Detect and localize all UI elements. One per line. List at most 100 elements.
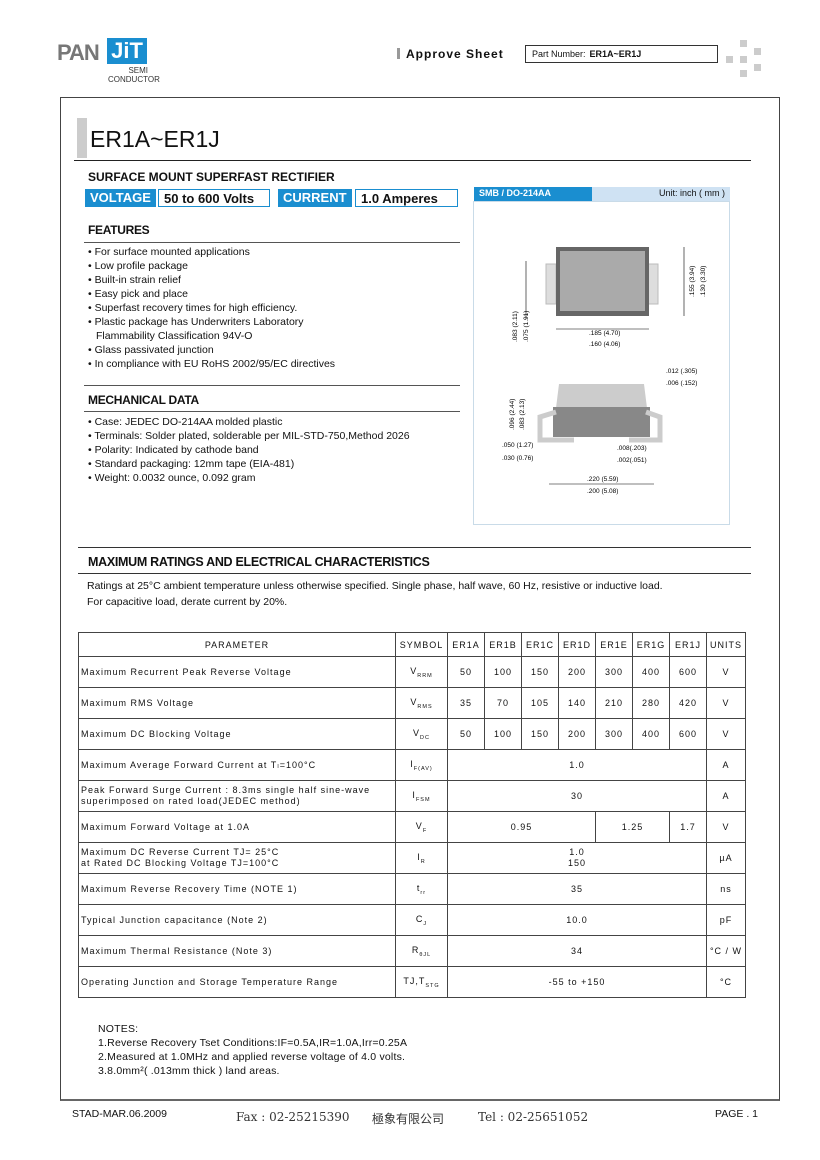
symbol-subscript: θJL — [419, 951, 432, 958]
dim-w2: .160 (4.06) — [589, 341, 620, 348]
voltage-value: 50 to 600 Volts — [158, 189, 270, 207]
parameter-cell: Maximum DC Reverse Current TJ= 25°C at R… — [78, 842, 396, 874]
divider — [84, 411, 460, 412]
column-header: ER1B — [484, 632, 522, 657]
column-header: SYMBOL — [395, 632, 448, 657]
page-title: ER1A~ER1J — [90, 126, 220, 152]
symbol-subscript: RRM — [417, 672, 433, 679]
value-cell: 150 — [521, 656, 559, 688]
dim-l1: .083 (2.11) — [512, 311, 519, 342]
symbol-subscript: RMS — [417, 703, 433, 710]
symbol-cell: RθJL — [395, 935, 448, 967]
value-cell: 1.0 — [447, 749, 707, 781]
parameter-cell: Maximum RMS Voltage — [78, 687, 396, 719]
mechanical-item: Weight: 0.0032 ounce, 0.092 gram — [88, 471, 410, 485]
table-row: Maximum DC Reverse Current TJ= 25°C at R… — [78, 842, 746, 874]
table-row: Maximum Average Forward Current at Tₗ=10… — [78, 749, 746, 781]
symbol-cell: VF — [395, 811, 448, 843]
column-header: PARAMETER — [78, 632, 396, 657]
unit-cell: µA — [706, 842, 746, 874]
symbol-subscript: F(AV) — [413, 765, 433, 772]
feature-item: Flammability Classification 94V-O — [96, 330, 253, 342]
unit-cell: V — [706, 811, 746, 843]
value-cell: 210 — [595, 687, 633, 719]
unit-cell: ns — [706, 873, 746, 905]
dim-f1: .050 (1.27) — [502, 442, 533, 449]
table-row: Maximum RMS Voltage VRMS 35 70 105 140 210 280 4… — [78, 687, 746, 719]
mechanical-item: Standard packaging: 12mm tape (EIA-481) — [88, 457, 410, 471]
note-1: 1.Reverse Recovery Tset Conditions:IF=0.… — [98, 1037, 408, 1049]
mechanical-item: Terminals: Solder plated, solderable per… — [88, 429, 409, 443]
table-row: Peak Forward Surge Current : 8.3ms singl… — [78, 780, 746, 812]
column-header: UNITS — [706, 632, 746, 657]
dim-o1: .220 (5.59) — [587, 476, 618, 483]
ratings-title: MAXIMUM RATINGS AND ELECTRICAL CHARACTER… — [88, 555, 430, 569]
divider — [78, 547, 751, 548]
table-header-row: PARAMETER SYMBOL ER1A ER1B ER1C ER1D ER1E ER1G E… — [78, 632, 746, 657]
ratings-table: PARAMETER SYMBOL ER1A ER1B ER1C ER1D ER1E ER1G E… — [78, 632, 746, 998]
dim-t2: .006 (.152) — [666, 380, 697, 387]
feature-item: For surface mounted applications — [88, 245, 335, 259]
divider — [84, 385, 460, 386]
symbol-cell: TJ,TSTG — [395, 966, 448, 998]
symbol-cell: VRRM — [395, 656, 448, 688]
dim-h2: .130 (3.30) — [700, 266, 707, 297]
dim-f2: .030 (0.76) — [502, 455, 533, 462]
symbol-cell: VDC — [395, 718, 448, 750]
note-3: 3.8.0mm²( .013mm thick ) land areas. — [98, 1065, 280, 1077]
ratings-note: Ratings at 25°C ambient temperature unle… — [87, 578, 663, 610]
symbol-main: V — [415, 820, 423, 831]
column-header: ER1C — [521, 632, 559, 657]
approve-sheet-label: Approve Sheet — [397, 47, 504, 61]
mechanical-item: Case: JEDEC DO-214AA molded plastic — [88, 415, 410, 429]
parameter-cell: Maximum DC Blocking Voltage — [78, 718, 396, 750]
unit-cell: pF — [706, 904, 746, 936]
column-header: ER1E — [595, 632, 633, 657]
value-cell: 50 — [447, 718, 485, 750]
ratings-line-2: For capacitive load, derate current by 2… — [87, 596, 288, 608]
unit-cell: V — [706, 687, 746, 719]
table-row: Maximum Reverse Recovery Time (NOTE 1) tr… — [78, 873, 746, 905]
notes-title: NOTES: — [98, 1023, 139, 1035]
value-cell: 50 — [447, 656, 485, 688]
symbol-subscript: R — [420, 858, 426, 865]
page-frame — [60, 97, 780, 1101]
logo-jit: JiT — [107, 38, 147, 64]
value-cell: 400 — [632, 656, 670, 688]
top-view: .185 (4.70) .160 (4.06) .155 (3.94) .130 (… — [512, 247, 707, 348]
mechanical-item: Polarity: Indicated by cathode band — [88, 443, 410, 457]
dim-t1: .012 (.305) — [666, 368, 697, 375]
table-row: Maximum DC Blocking Voltage VDC 50 100 150 20… — [78, 718, 746, 750]
column-header: ER1D — [558, 632, 596, 657]
symbol-cell: IR — [395, 842, 448, 874]
feature-item: Superfast recovery times for high effici… — [88, 301, 335, 315]
column-header: ER1A — [447, 632, 485, 657]
voltage-label: VOLTAGE — [85, 189, 156, 207]
symbol-subscript: F — [422, 827, 428, 834]
dim-s1: .096 (2.44) — [509, 399, 516, 430]
symbol-subscript: rr — [420, 889, 427, 896]
symbol-cell: IF(AV) — [395, 749, 448, 781]
dim-l2: .075 (1.91) — [523, 311, 530, 342]
title-accent — [77, 118, 87, 158]
table-row: Typical Junction capacitance (Note 2) CJ 1… — [78, 904, 746, 936]
value-cell: 1.25 — [595, 811, 670, 843]
feature-item: Glass passivated junction — [88, 343, 335, 357]
parameter-cell: Maximum Reverse Recovery Time (NOTE 1) — [78, 873, 396, 905]
telephone: Tel : 02-25651052 — [478, 1110, 589, 1124]
value-cell: 420 — [669, 687, 707, 719]
column-header: ER1J — [669, 632, 707, 657]
subtitle: SURFACE MOUNT SUPERFAST RECTIFIER — [88, 170, 335, 184]
value-cell: 280 — [632, 687, 670, 719]
divider — [84, 242, 460, 243]
feature-item: Low profile package — [88, 259, 335, 273]
value-cell: 30 — [447, 780, 707, 812]
symbol-main: t — [416, 882, 421, 893]
value-cell: 200 — [558, 656, 596, 688]
dim-h1: .155 (3.94) — [689, 266, 696, 297]
package-outline-svg: .185 (4.70) .160 (4.06) .155 (3.94) .130 (… — [502, 247, 707, 495]
part-number-box: Part Number: ER1A~ER1J — [525, 45, 718, 63]
side-view: .012 (.305) .006 (.152) .096 (2.44) .083 (… — [502, 368, 697, 495]
dim-w1: .185 (4.70) — [589, 330, 620, 337]
part-number-label: Part Number: — [532, 49, 586, 59]
